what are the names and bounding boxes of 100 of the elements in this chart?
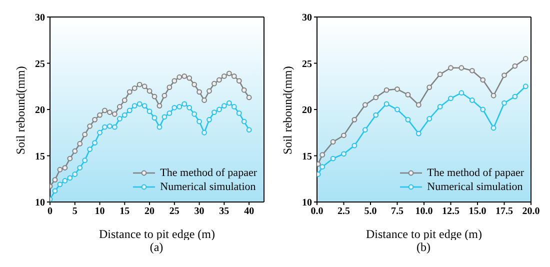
point [236, 110, 242, 116]
point [182, 101, 188, 107]
point [216, 106, 222, 112]
point [166, 84, 172, 90]
point [97, 130, 102, 136]
point [57, 182, 63, 188]
point [341, 132, 346, 138]
y-axis-title: Soil rebound(mm) [13, 66, 28, 154]
point [162, 92, 168, 98]
point [82, 158, 88, 164]
point [522, 56, 528, 62]
point [236, 78, 242, 84]
point [116, 104, 122, 110]
y-tick-label: 15 [302, 151, 312, 162]
point [469, 68, 475, 74]
point [216, 77, 222, 83]
point [112, 124, 118, 130]
point [87, 123, 93, 129]
y-tick-label: 30 [302, 12, 312, 24]
point [405, 92, 411, 98]
point [480, 77, 486, 83]
point [186, 75, 192, 81]
point [62, 165, 68, 170]
point [362, 127, 368, 133]
y-axis-title: Soil rebound(mm) [280, 66, 294, 154]
x-tick-label: 40 [244, 206, 254, 218]
point [67, 156, 73, 162]
point [176, 104, 182, 110]
text: (a) [148, 240, 164, 255]
point [126, 108, 132, 114]
point [97, 112, 102, 118]
point [212, 110, 217, 115]
point [416, 102, 422, 108]
y-tick-label: 25 [302, 58, 312, 70]
point [202, 130, 207, 136]
y-tick-label: 20 [302, 105, 312, 116]
point [112, 111, 118, 117]
text: (b) [416, 240, 432, 255]
point [341, 151, 346, 157]
x-tick-label: 15 [120, 206, 130, 218]
point [320, 164, 326, 170]
point [52, 177, 58, 182]
point [405, 116, 411, 122]
point [126, 89, 132, 95]
point [136, 82, 142, 88]
point [142, 84, 148, 90]
point [196, 89, 202, 95]
point [448, 96, 454, 102]
point [156, 124, 162, 130]
point [362, 102, 368, 108]
y-tick-label: 30 [35, 12, 45, 24]
point [122, 112, 128, 118]
point [212, 80, 217, 86]
y-tick-label: 20 [35, 105, 45, 116]
point [182, 74, 188, 79]
point [82, 132, 88, 138]
x-tick-label: 20.0 [522, 206, 540, 218]
point [136, 101, 142, 107]
x-tick-label: 25 [169, 206, 180, 218]
point [107, 123, 112, 129]
legend-label: Numerical simulation [160, 180, 256, 194]
point [241, 87, 247, 93]
point [502, 72, 507, 78]
point [72, 148, 78, 154]
point [490, 125, 496, 131]
point [166, 110, 172, 116]
point [226, 70, 232, 76]
point [226, 100, 232, 106]
x-tick-label: 30 [194, 206, 204, 218]
legend-label: The method of papaer [427, 166, 524, 180]
point [206, 88, 212, 94]
point [437, 72, 443, 78]
point [512, 63, 518, 69]
x-tick-label: 5 [72, 206, 78, 218]
point [92, 116, 98, 122]
x-tick-label: 12.5 [442, 206, 460, 218]
point [221, 103, 227, 108]
y-tick-label: 15 [35, 151, 45, 162]
point [373, 94, 379, 100]
point [77, 141, 83, 146]
point [458, 65, 464, 71]
point [192, 82, 198, 88]
x-tick-label: 7.5 [391, 206, 404, 218]
point [231, 74, 237, 79]
point [132, 86, 138, 91]
point [57, 166, 63, 172]
point [152, 94, 158, 100]
x-tick-label: 35 [219, 206, 230, 218]
point [221, 74, 227, 79]
point [320, 152, 326, 158]
point [92, 140, 98, 146]
x-tick-label: 15.0 [468, 206, 486, 218]
point [142, 103, 148, 108]
x-tick-label: 20 [144, 206, 155, 218]
point [373, 112, 379, 118]
point [172, 78, 178, 84]
y-tick-label: 10 [302, 198, 312, 209]
point [132, 103, 138, 108]
x-tick-label: 17.5 [496, 206, 513, 218]
point [241, 118, 247, 124]
